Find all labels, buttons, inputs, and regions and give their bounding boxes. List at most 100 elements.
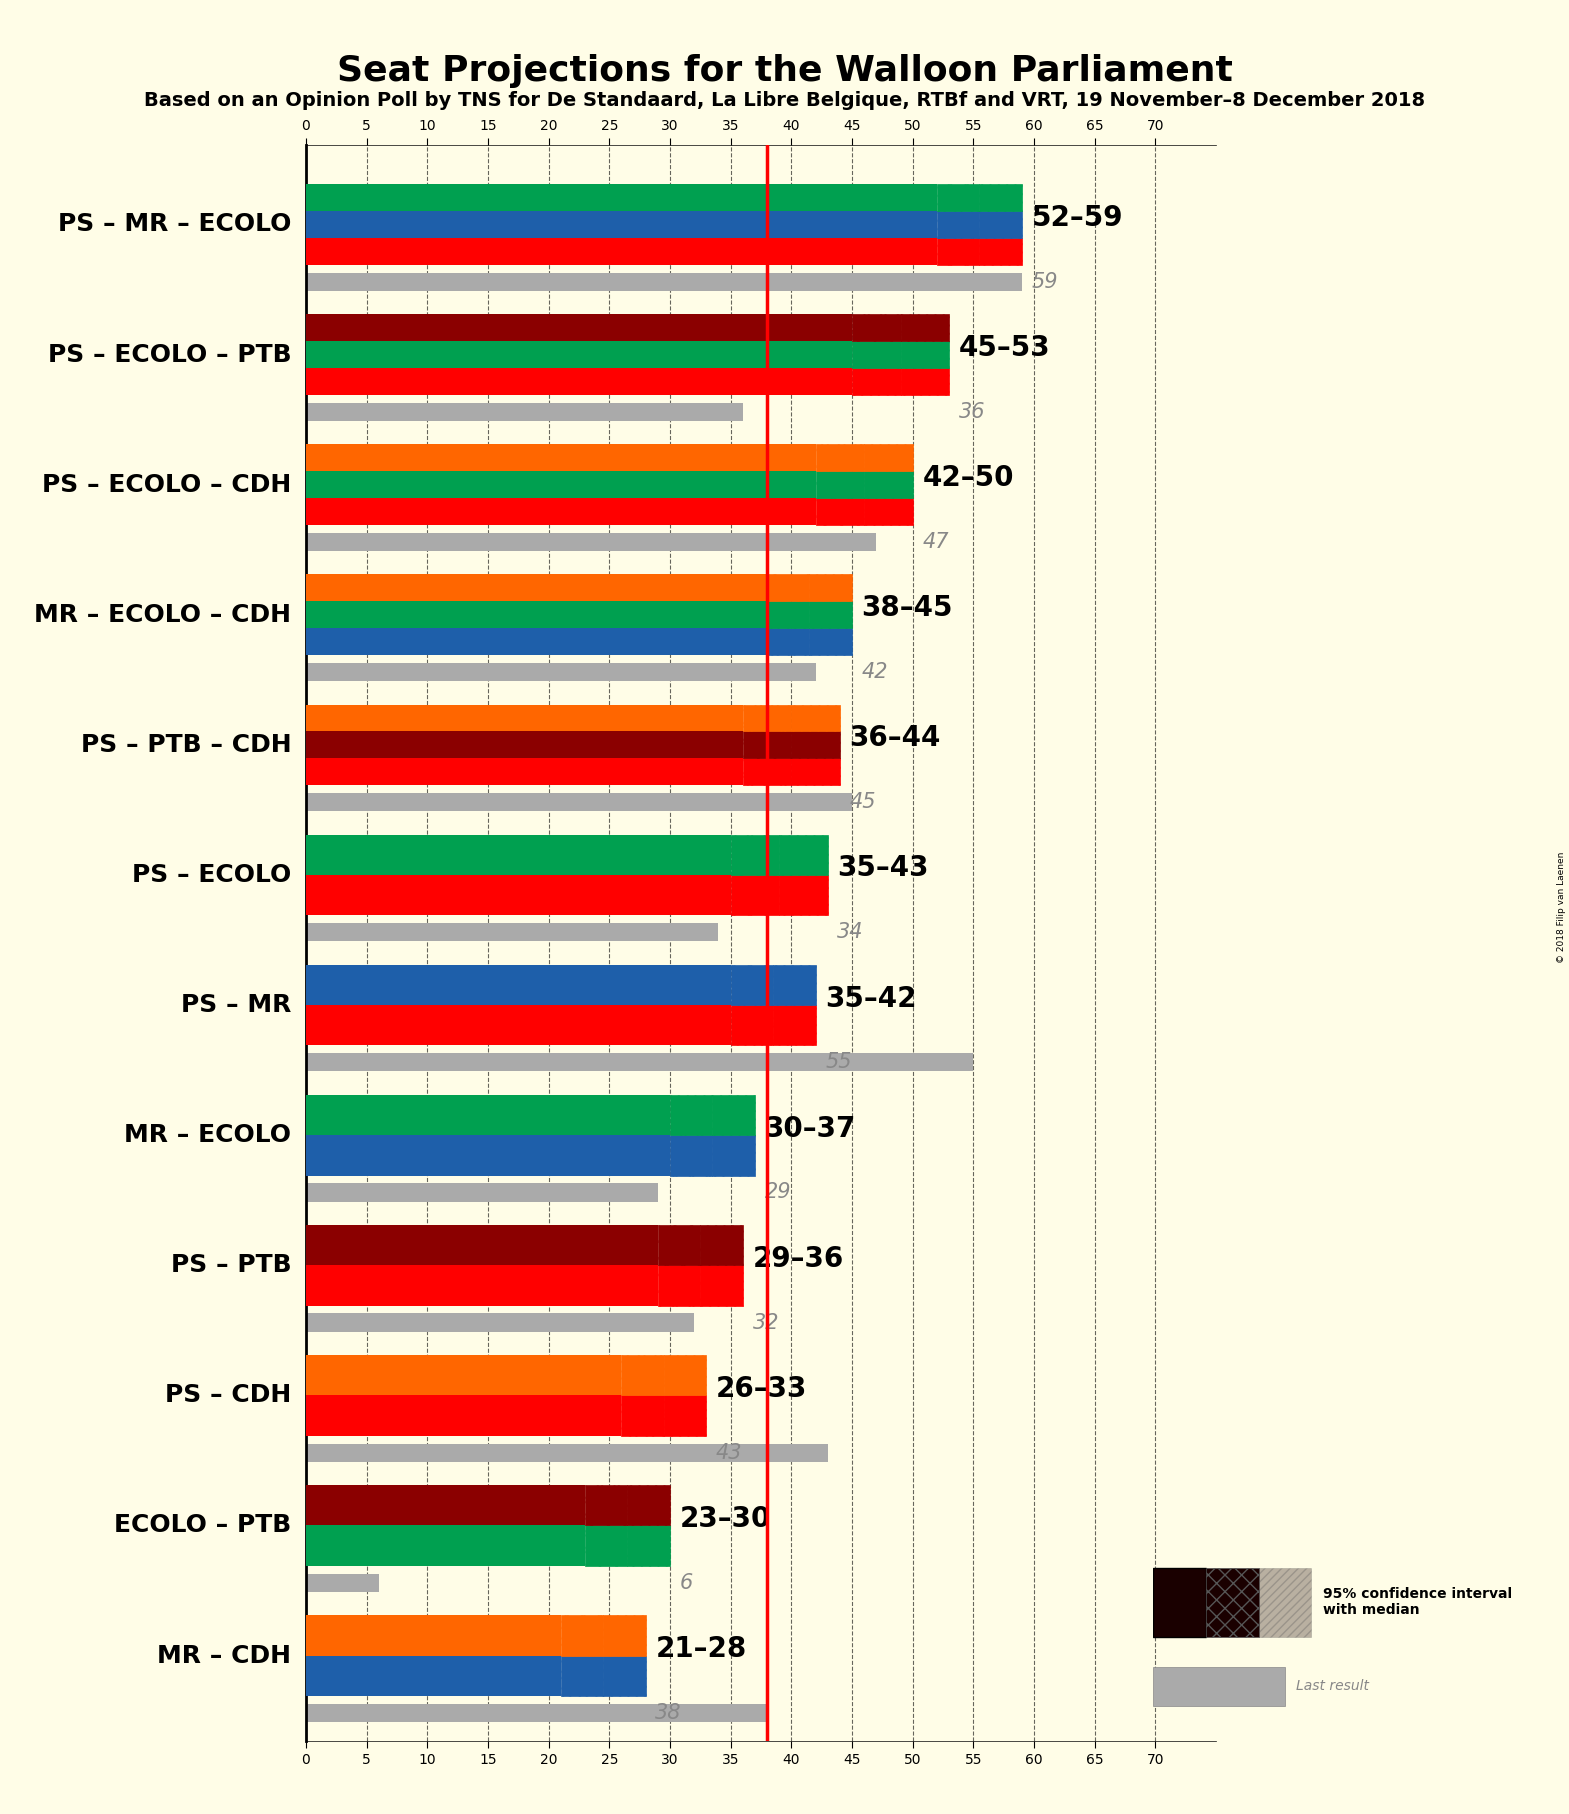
Text: 59: 59 [1031, 272, 1058, 292]
Bar [657, 1266, 700, 1306]
Text: MR – ECOLO: MR – ECOLO [124, 1123, 292, 1146]
Text: 35–43: 35–43 [838, 854, 929, 882]
Bar [767, 628, 810, 655]
Bar [700, 1224, 742, 1266]
Bar [306, 1313, 693, 1331]
Bar [742, 704, 791, 731]
Bar [306, 368, 852, 395]
Text: 52–59: 52–59 [1031, 203, 1123, 232]
Text: PS – MR – ECOLO: PS – MR – ECOLO [58, 212, 292, 236]
Bar [306, 1656, 560, 1696]
Bar [767, 600, 810, 628]
Bar [306, 628, 767, 655]
Bar [852, 368, 901, 395]
Text: PS – PTB – CDH: PS – PTB – CDH [80, 733, 292, 756]
Bar [306, 731, 742, 758]
Bar [865, 472, 913, 499]
Bar [560, 1656, 602, 1696]
Bar [602, 1614, 646, 1656]
Text: MR – CDH: MR – CDH [157, 1643, 292, 1667]
Bar [937, 185, 979, 210]
Text: Based on an Opinion Poll by TNS for De Standaard, La Libre Belgique, RTBf and VR: Based on an Opinion Poll by TNS for De S… [144, 91, 1425, 109]
Bar [585, 1526, 628, 1565]
Bar [306, 834, 731, 874]
Bar [816, 444, 865, 472]
Text: PS – CDH: PS – CDH [165, 1384, 292, 1408]
Bar [306, 1486, 585, 1526]
Bar [306, 923, 719, 941]
Text: 29: 29 [764, 1183, 791, 1203]
Bar [1153, 1667, 1285, 1705]
Bar [306, 210, 937, 238]
Bar [731, 874, 780, 916]
Bar [306, 272, 1021, 290]
Bar [979, 185, 1021, 210]
Bar [810, 628, 852, 655]
Text: 95% confidence interval
with median: 95% confidence interval with median [1323, 1587, 1513, 1618]
Bar [712, 1096, 755, 1136]
Text: 23–30: 23–30 [679, 1506, 770, 1533]
Text: © 2018 Filip van Laenen: © 2018 Filip van Laenen [1556, 851, 1566, 963]
Bar [1207, 1567, 1258, 1636]
Bar [1258, 1567, 1312, 1636]
Bar [306, 758, 742, 785]
Bar [780, 874, 828, 916]
Bar [700, 1266, 742, 1306]
Bar [816, 499, 865, 524]
Bar [712, 1136, 755, 1175]
Bar [774, 965, 816, 1005]
Text: 29–36: 29–36 [753, 1244, 844, 1273]
Bar [791, 758, 839, 785]
Bar [306, 403, 742, 421]
Bar [306, 1224, 657, 1266]
Bar [810, 575, 852, 600]
Text: 43: 43 [715, 1442, 742, 1462]
Text: Seat Projections for the Walloon Parliament: Seat Projections for the Walloon Parliam… [337, 54, 1232, 89]
Bar [742, 758, 791, 785]
Bar [767, 575, 810, 600]
Bar [306, 1136, 670, 1175]
Bar [306, 314, 852, 341]
Text: 36: 36 [959, 403, 985, 423]
Bar [670, 1096, 712, 1136]
Bar [306, 1266, 657, 1306]
Text: 26–33: 26–33 [715, 1375, 808, 1402]
Bar [306, 1054, 973, 1072]
Bar [780, 834, 828, 874]
Text: 32: 32 [753, 1313, 778, 1333]
Bar [306, 793, 852, 811]
Bar [901, 314, 949, 341]
Bar [664, 1395, 706, 1435]
Text: PS – PTB: PS – PTB [171, 1253, 292, 1277]
Text: 6: 6 [679, 1573, 693, 1593]
Text: 55: 55 [825, 1052, 852, 1072]
Text: MR – ECOLO – CDH: MR – ECOLO – CDH [35, 602, 292, 628]
Bar [621, 1355, 664, 1395]
Bar [852, 341, 901, 368]
Bar [791, 731, 839, 758]
Text: ECOLO – PTB: ECOLO – PTB [115, 1513, 292, 1538]
Bar [306, 965, 731, 1005]
Bar [937, 210, 979, 238]
Bar [621, 1395, 664, 1435]
Text: PS – ECOLO – CDH: PS – ECOLO – CDH [42, 473, 292, 497]
Text: PS – ECOLO: PS – ECOLO [132, 863, 292, 887]
Bar [306, 600, 767, 628]
Text: 21–28: 21–28 [656, 1634, 747, 1663]
Bar [560, 1614, 602, 1656]
Bar [306, 1703, 767, 1721]
Bar [979, 238, 1021, 265]
Bar [306, 444, 816, 472]
Bar [306, 185, 937, 210]
Bar [774, 1005, 816, 1045]
Bar [791, 704, 839, 731]
Bar [306, 575, 767, 600]
Text: 45: 45 [849, 793, 876, 813]
Text: 45–53: 45–53 [959, 334, 1050, 363]
Text: 42–50: 42–50 [923, 464, 1014, 492]
Bar [979, 210, 1021, 238]
Bar [306, 533, 876, 551]
Text: PS – ECOLO – PTB: PS – ECOLO – PTB [47, 343, 292, 366]
Text: 30–37: 30–37 [764, 1114, 857, 1143]
Bar [937, 238, 979, 265]
